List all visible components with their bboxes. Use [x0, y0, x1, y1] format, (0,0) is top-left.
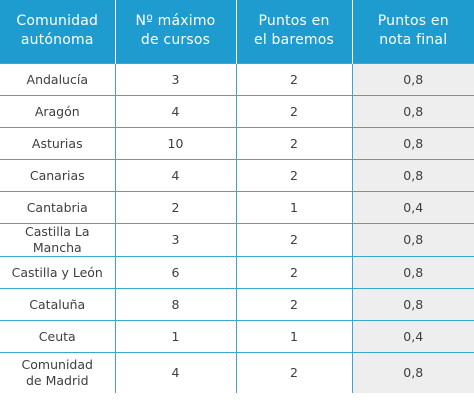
cell-comunidad-line: Canarias — [29, 167, 85, 183]
cell-puntos-nota-final: 0,8 — [351, 288, 474, 321]
table-row: Canarias 4 2 0,8 — [0, 159, 474, 192]
cell-comunidad-line: Castilla La Mancha — [25, 224, 90, 255]
cell-puntos-baremos: 1 — [235, 320, 353, 353]
table-row: Asturias 10 2 0,8 — [0, 127, 474, 160]
cell-puntos-baremos: 2 — [235, 223, 353, 257]
cell-puntos-nota-final: 0,8 — [351, 223, 474, 257]
cell-puntos-baremos: 2 — [235, 159, 353, 192]
cell-max-cursos: 8 — [114, 288, 237, 321]
cell-comunidad-line: Cantabria — [26, 199, 88, 215]
header-max-cursos: Nº máximo de cursos — [115, 0, 237, 64]
cell-comunidad: Canarias — [0, 159, 116, 192]
table-row: Aragón 4 2 0,8 — [0, 95, 474, 128]
cell-comunidad-line: Andalucía — [26, 71, 88, 87]
table-row: Castilla La Mancha 3 2 0,8 — [0, 223, 474, 257]
cell-puntos-nota-final: 0,8 — [351, 95, 474, 128]
cell-max-cursos: 4 — [114, 352, 237, 393]
cell-puntos-baremos: 2 — [235, 63, 353, 96]
cell-puntos-nota-final: 0,8 — [351, 127, 474, 160]
cell-comunidad: Cataluña — [0, 288, 116, 321]
cell-puntos-baremos: 2 — [235, 288, 353, 321]
cell-puntos-nota-final: 0,8 — [351, 159, 474, 192]
header-puntos-baremos-line-2: el baremos — [254, 32, 334, 48]
cell-max-cursos: 4 — [114, 159, 237, 192]
cell-comunidad: Castilla La Mancha — [0, 223, 116, 257]
table-row: Ceuta 1 1 0,4 — [0, 320, 474, 353]
cell-comunidad-line: Aragón — [34, 103, 80, 119]
cell-puntos-baremos: 1 — [235, 191, 353, 224]
table-body: Andalucía 3 2 0,8 Aragón 4 2 0,8 Asturias 10 2 0,8 C… — [0, 63, 474, 393]
cell-comunidad-line: Cataluña — [29, 296, 86, 312]
cell-comunidad-line: Ceuta — [38, 328, 76, 344]
header-comunidad-line-2: autónoma — [20, 32, 94, 48]
cell-comunidad-line: de Madrid — [25, 373, 89, 388]
cell-max-cursos: 3 — [114, 223, 237, 257]
cell-comunidad: Castilla y León — [0, 256, 116, 289]
table-row: Castilla y León 6 2 0,8 — [0, 256, 474, 289]
cell-puntos-nota-final: 0,8 — [351, 352, 474, 393]
header-puntos-baremos: Puntos en el baremos — [236, 0, 353, 64]
cell-puntos-baremos: 2 — [235, 352, 353, 393]
cell-max-cursos: 2 — [114, 191, 237, 224]
data-table: Comunidad autónoma Nº máximo de cursos P… — [0, 0, 474, 393]
header-puntos-nota-final-line-2: nota final — [379, 32, 448, 48]
cell-comunidad: Andalucía — [0, 63, 116, 96]
header-comunidad-line-1: Comunidad — [16, 13, 99, 29]
cell-puntos-nota-final: 0,4 — [351, 191, 474, 224]
cell-max-cursos: 3 — [114, 63, 237, 96]
table-row: Cantabria 2 1 0,4 — [0, 191, 474, 224]
cell-comunidad: Asturias — [0, 127, 116, 160]
header-max-cursos-line-1: Nº máximo — [135, 13, 216, 29]
cell-max-cursos: 10 — [114, 127, 237, 160]
header-puntos-baremos-line-1: Puntos en — [258, 13, 330, 29]
cell-max-cursos: 6 — [114, 256, 237, 289]
cell-comunidad-line: Castilla y León — [11, 264, 103, 280]
cell-comunidad-line: Asturias — [31, 135, 83, 151]
table-row: Comunidad de Madrid 4 2 0,8 — [0, 352, 474, 393]
cell-puntos-baremos: 2 — [235, 256, 353, 289]
header-max-cursos-line-2: de cursos — [140, 32, 211, 48]
cell-comunidad: Cantabria — [0, 191, 116, 224]
table-row: Andalucía 3 2 0,8 — [0, 63, 474, 96]
header-puntos-nota-final: Puntos en nota final — [352, 0, 474, 64]
cell-puntos-baremos: 2 — [235, 95, 353, 128]
table-row: Cataluña 8 2 0,8 — [0, 288, 474, 321]
cell-puntos-nota-final: 0,8 — [351, 256, 474, 289]
cell-comunidad-line: Comunidad — [21, 357, 93, 372]
header-row: Comunidad autónoma Nº máximo de cursos P… — [0, 0, 474, 64]
cell-comunidad: Comunidad de Madrid — [0, 352, 116, 393]
cell-max-cursos: 1 — [114, 320, 237, 353]
cell-max-cursos: 4 — [114, 95, 237, 128]
cell-comunidad: Aragón — [0, 95, 116, 128]
cell-puntos-nota-final: 0,8 — [351, 63, 474, 96]
cell-comunidad: Ceuta — [0, 320, 116, 353]
header-comunidad: Comunidad autónoma — [0, 0, 116, 64]
cell-puntos-baremos: 2 — [235, 127, 353, 160]
cell-puntos-nota-final: 0,4 — [351, 320, 474, 353]
table-header: Comunidad autónoma Nº máximo de cursos P… — [0, 0, 474, 64]
header-puntos-nota-final-line-1: Puntos en — [377, 13, 449, 29]
